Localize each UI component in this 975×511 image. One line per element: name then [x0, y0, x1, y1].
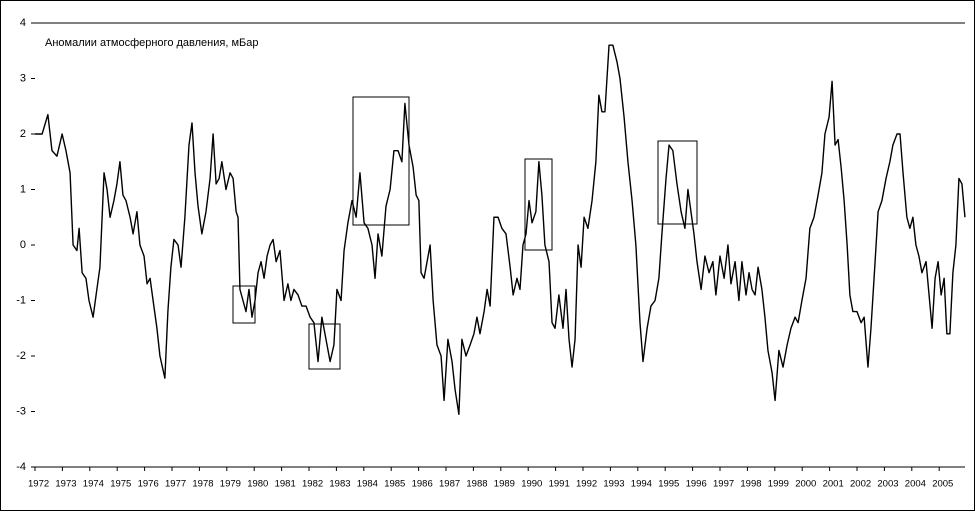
y-tick-label: -2 — [16, 350, 26, 362]
annotation-box — [308, 323, 341, 370]
x-tick-label: 1988 — [466, 479, 487, 490]
chart-title: Аномалии атмосферного давления, мБар — [45, 37, 258, 49]
x-tick-label: 1998 — [740, 479, 761, 490]
x-tick-label: 1981 — [275, 479, 296, 490]
x-tick-label: 2003 — [877, 479, 898, 490]
y-tick-label: -4 — [16, 461, 26, 473]
x-tick-label: 1997 — [713, 479, 734, 490]
y-tick-label: 2 — [20, 128, 26, 140]
x-tick-label: 1990 — [521, 479, 542, 490]
x-tick-label: 2004 — [905, 479, 926, 490]
x-tick-label: 1974 — [83, 479, 104, 490]
x-tick-label: 1987 — [439, 479, 460, 490]
x-tick-label: 1991 — [549, 479, 570, 490]
x-tick-label: 1982 — [302, 479, 323, 490]
x-tick-label: 1994 — [631, 479, 652, 490]
x-tick-label: 1979 — [220, 479, 241, 490]
x-tick-label: 2000 — [795, 479, 816, 490]
x-tick-label: 1983 — [329, 479, 350, 490]
y-tick-label: 1 — [20, 183, 26, 195]
x-tick-label: 1975 — [110, 479, 131, 490]
x-tick-label: 1985 — [384, 479, 405, 490]
x-tick-label: 1992 — [576, 479, 597, 490]
x-tick-label: 1996 — [686, 479, 707, 490]
x-tick-label: 1978 — [192, 479, 213, 490]
x-tick-label: 1984 — [357, 479, 378, 490]
x-tick-label: 1999 — [768, 479, 789, 490]
y-tick-label: 3 — [20, 72, 26, 84]
y-tick-label: -1 — [16, 294, 26, 306]
x-tick-label: 2005 — [932, 479, 953, 490]
annotation-box — [657, 140, 698, 225]
x-tick-label: 1980 — [247, 479, 268, 490]
annotation-box — [524, 158, 553, 251]
annotation-boxes — [232, 96, 698, 370]
y-tick-label: 0 — [20, 239, 26, 251]
y-tick-label: -3 — [16, 405, 26, 417]
x-tick-label: 1995 — [658, 479, 679, 490]
x-tick-label: 1989 — [494, 479, 515, 490]
data-line — [35, 44, 966, 415]
x-tick-label: 1986 — [412, 479, 433, 490]
x-tick-label: 1976 — [138, 479, 159, 490]
x-tick-label: 2002 — [850, 479, 871, 490]
x-tick-label: 1973 — [55, 479, 76, 490]
annotation-box — [352, 96, 410, 226]
x-tick-label: 2001 — [823, 479, 844, 490]
x-tick-label: 1972 — [28, 479, 49, 490]
y-tick-label: 4 — [20, 17, 26, 29]
x-tick-label: 1977 — [165, 479, 186, 490]
x-tick-label: 1993 — [603, 479, 624, 490]
